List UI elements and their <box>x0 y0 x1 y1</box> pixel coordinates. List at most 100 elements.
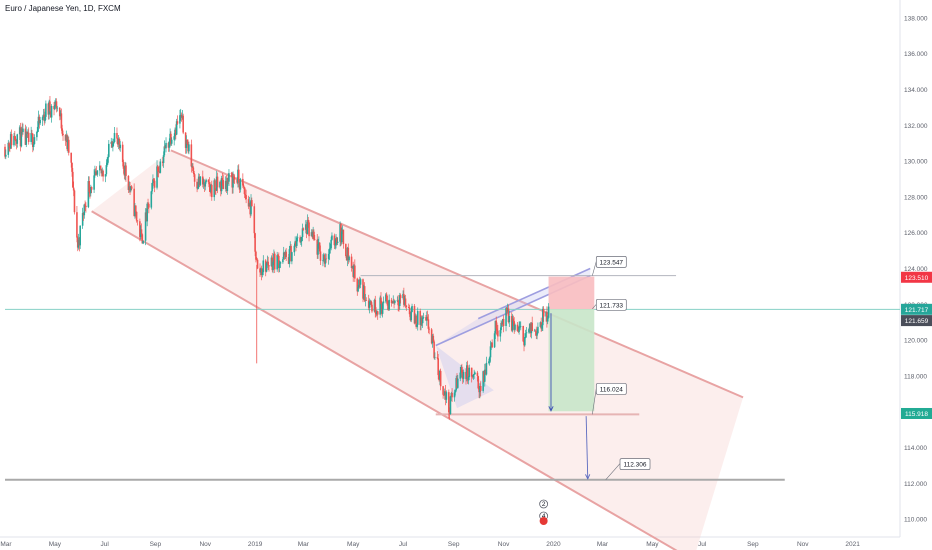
candle-body <box>496 328 498 331</box>
candle-body <box>518 326 520 332</box>
event-flag-icon <box>539 517 548 525</box>
candle-body <box>219 182 222 192</box>
x-tick-label: Mar <box>298 541 310 548</box>
candle-body <box>248 202 251 207</box>
candle-body <box>176 121 179 124</box>
candle-body <box>220 178 223 192</box>
candle-body <box>357 287 359 292</box>
candle-body <box>327 253 330 259</box>
candle-body <box>55 101 58 109</box>
candle-body <box>477 376 480 389</box>
profit-zone <box>548 309 595 412</box>
candle-body <box>14 135 16 140</box>
candle-body <box>431 335 434 344</box>
candle-body <box>478 388 480 393</box>
candle-body <box>101 170 104 174</box>
candle-body <box>44 116 46 122</box>
candle-body <box>409 314 412 321</box>
candle-body <box>79 225 81 246</box>
candle-body <box>484 369 487 375</box>
x-tick-label: 2020 <box>546 541 561 548</box>
candle-body <box>107 156 109 163</box>
candle-body <box>362 279 364 299</box>
candle-body <box>488 361 490 363</box>
candle-body <box>159 161 162 173</box>
candle-body <box>102 170 104 177</box>
candle-body <box>251 200 253 207</box>
candle-body <box>394 300 396 303</box>
candle-body <box>322 260 324 261</box>
candle-body <box>128 186 131 190</box>
candle-body <box>142 240 144 244</box>
candle-body <box>453 392 456 398</box>
candle-body <box>215 176 218 191</box>
candle-body <box>25 131 28 145</box>
candle-body <box>267 261 269 266</box>
candle-body <box>256 259 259 269</box>
candle-body <box>243 187 246 195</box>
candle-body <box>30 133 32 142</box>
candle-body <box>7 142 10 155</box>
candle-body <box>260 268 263 275</box>
candle-body <box>502 318 505 326</box>
candle-body <box>375 312 377 315</box>
candle-body <box>116 138 119 145</box>
candle-body <box>168 141 171 148</box>
candle-body <box>4 146 6 157</box>
candle-body <box>76 237 79 248</box>
candle-body <box>204 182 207 187</box>
candle-body <box>24 128 27 145</box>
candle-body <box>282 252 285 260</box>
candle-body <box>202 183 205 185</box>
annotation-leader-3 <box>592 388 597 415</box>
candle-body <box>184 132 187 148</box>
candle-body <box>242 185 245 188</box>
candle-body <box>525 332 528 334</box>
candle-body <box>90 186 93 190</box>
y-tick-label: 138.000 <box>904 15 928 22</box>
candles <box>4 96 550 420</box>
candle-body <box>144 212 147 241</box>
candle-body <box>170 139 173 144</box>
y-tick-label: 128.000 <box>904 194 928 201</box>
candle-body <box>157 166 159 172</box>
candle-body <box>83 204 86 216</box>
candle-body <box>425 317 427 321</box>
candle-body <box>348 256 350 261</box>
x-tick-label: Nov <box>797 541 809 548</box>
candle-body <box>121 144 124 163</box>
candle-body <box>112 141 115 144</box>
candle-body <box>175 121 178 135</box>
price-badge-label-3: 121.659 <box>905 318 929 325</box>
candle-body <box>427 319 430 329</box>
candle-body <box>443 394 445 396</box>
candle-body <box>175 129 177 135</box>
candle-body <box>352 266 354 277</box>
candle-body <box>191 166 193 167</box>
candle-body <box>53 105 55 110</box>
candle-body <box>485 362 488 375</box>
candle-body <box>310 232 313 237</box>
candle-body <box>94 171 96 176</box>
candle-body <box>493 333 496 348</box>
candle-body <box>169 133 171 142</box>
candle-body <box>262 260 265 273</box>
annotation-box-3 <box>595 383 627 395</box>
candle-body <box>512 318 515 322</box>
candle-body <box>405 305 408 308</box>
candle-body <box>470 367 473 377</box>
candle-body <box>136 220 139 222</box>
candle-body <box>462 371 465 379</box>
price-badge-1 <box>901 271 932 283</box>
annotation-leader-4 <box>605 463 621 480</box>
candle-body <box>433 341 435 358</box>
candle-body <box>190 144 193 167</box>
candle-body <box>513 321 516 330</box>
candle-body <box>111 141 113 148</box>
projection-arrow-2-head <box>585 474 591 480</box>
candle-body <box>45 103 47 117</box>
price-badge-label-2: 121.717 <box>905 307 929 314</box>
candle-body <box>260 268 262 273</box>
candle-body <box>334 244 337 246</box>
